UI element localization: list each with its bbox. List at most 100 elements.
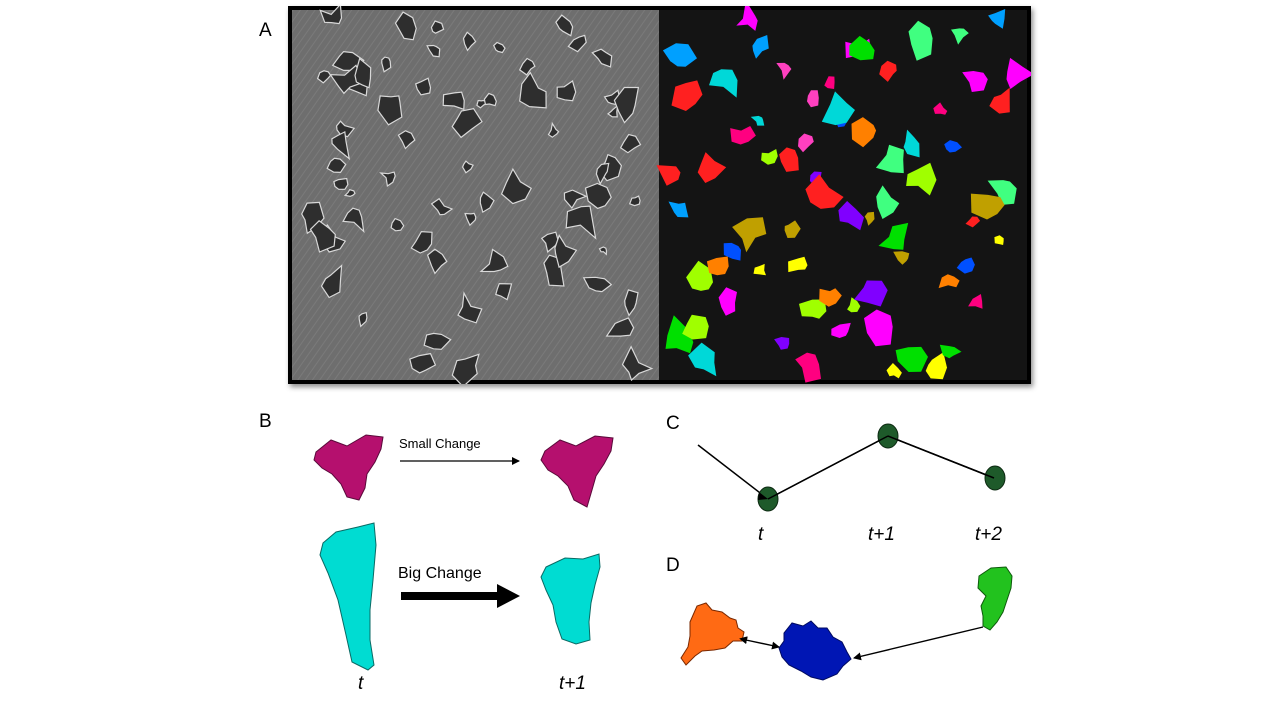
mask-cell: [878, 222, 909, 250]
phase-cell: [479, 191, 495, 214]
phase-cell: [584, 182, 612, 210]
phase-cell: [492, 41, 506, 54]
phase-cell: [397, 130, 416, 150]
small-change-label: Small Change: [399, 436, 481, 451]
phase-cell: [442, 91, 465, 111]
phase-cell: [335, 120, 356, 138]
phase-cell: [333, 177, 349, 190]
phase-cell: [624, 289, 639, 317]
mask-cell: [686, 260, 713, 291]
phase-cell: [598, 246, 608, 256]
phase-cell: [381, 56, 392, 73]
phase-cell: [519, 71, 547, 109]
mask-cell: [795, 352, 821, 383]
mask-cell: [752, 35, 769, 59]
phase-cell: [479, 248, 509, 273]
panel-c-letter: C: [666, 413, 680, 434]
mask-cell: [665, 315, 694, 354]
mask-cell: [951, 28, 969, 45]
mask-cell: [784, 220, 801, 238]
mask-cell: [798, 133, 814, 153]
track-arrow-t1-to-t2: [887, 435, 995, 480]
phase-cell: [343, 188, 356, 198]
panel-b-time-t1: t+1: [559, 673, 586, 694]
mask-cell: [656, 165, 681, 186]
mask-cell: [774, 337, 790, 350]
phase-cells-group: [301, 6, 654, 384]
mask-cell: [886, 363, 902, 379]
mask-cell: [906, 162, 937, 196]
mask-cell: [875, 144, 904, 174]
phase-cell: [567, 34, 587, 53]
panel-d-letter: D: [666, 555, 680, 576]
big-change-arrow-head: [497, 584, 520, 608]
mask-cell: [988, 9, 1006, 29]
mask-cell: [987, 180, 1017, 205]
mask-cell: [847, 297, 861, 313]
panel-a-figure: [288, 6, 1031, 384]
mask-cell: [970, 193, 1005, 220]
mask-cell: [989, 87, 1010, 114]
mask-cell: [831, 322, 851, 338]
phase-cell: [457, 291, 483, 324]
mask-cells-group: [656, 6, 1031, 383]
mask-cell: [968, 294, 983, 309]
mask-cell: [893, 251, 910, 265]
track-dot-t: [757, 486, 779, 512]
mask-cell: [697, 152, 727, 183]
phase-cell: [410, 230, 433, 254]
mask-cell: [688, 342, 717, 377]
phase-cell: [582, 276, 613, 293]
mask-cell: [895, 346, 928, 372]
mask-cell: [879, 60, 897, 82]
phase-cell: [462, 31, 477, 52]
phase-cell: [426, 248, 448, 275]
track-line-over-t1-t2: [887, 435, 995, 479]
phase-cell: [556, 80, 577, 102]
mask-cell: [761, 149, 778, 165]
phase-cell: [605, 317, 635, 337]
orange-cell: [680, 602, 745, 666]
mask-cell: [805, 174, 844, 209]
mask-cell: [876, 185, 900, 219]
phase-cell: [464, 212, 477, 227]
phase-cell: [461, 160, 474, 174]
mask-cell: [750, 115, 765, 126]
mask-cell: [864, 211, 875, 226]
mask-cell: [939, 344, 962, 359]
mask-cell: [938, 274, 960, 289]
phase-cell: [619, 133, 642, 154]
orange-blue-double-arrow: [739, 636, 780, 650]
mask-cell: [908, 20, 933, 61]
panel-b-letter: B: [259, 411, 272, 432]
phase-cell: [326, 157, 347, 174]
phase-cell: [320, 264, 343, 299]
mask-cell: [706, 256, 729, 276]
mask-cell: [671, 80, 703, 111]
track-arrow-in-head: [758, 492, 768, 500]
phase-cell: [354, 57, 372, 89]
mask-cell: [1006, 57, 1031, 89]
phase-cell: [358, 311, 368, 328]
phase-cell: [451, 108, 483, 139]
mask-cell: [753, 263, 766, 276]
phase-cell: [591, 48, 613, 68]
mask-cell: [965, 216, 981, 228]
mask-cell: [962, 71, 988, 92]
cyan-cell-t: [319, 522, 377, 671]
mask-cell: [723, 242, 741, 261]
phase-cell: [409, 352, 437, 374]
magenta-cell-t1: [540, 435, 614, 508]
phase-cell: [379, 171, 396, 188]
green-to-blue-arrow: [853, 626, 984, 661]
mask-cell: [662, 43, 697, 67]
mask-cell: [838, 201, 864, 231]
phase-cell: [613, 86, 640, 124]
phase-cell: [423, 332, 452, 350]
phase-cell: [540, 231, 560, 253]
panel-a-svg: [288, 6, 1031, 384]
phase-cell: [342, 207, 365, 234]
phase-cell: [316, 70, 332, 84]
track-arrow-t-to-t1: [767, 435, 889, 500]
phase-cell: [628, 195, 641, 207]
